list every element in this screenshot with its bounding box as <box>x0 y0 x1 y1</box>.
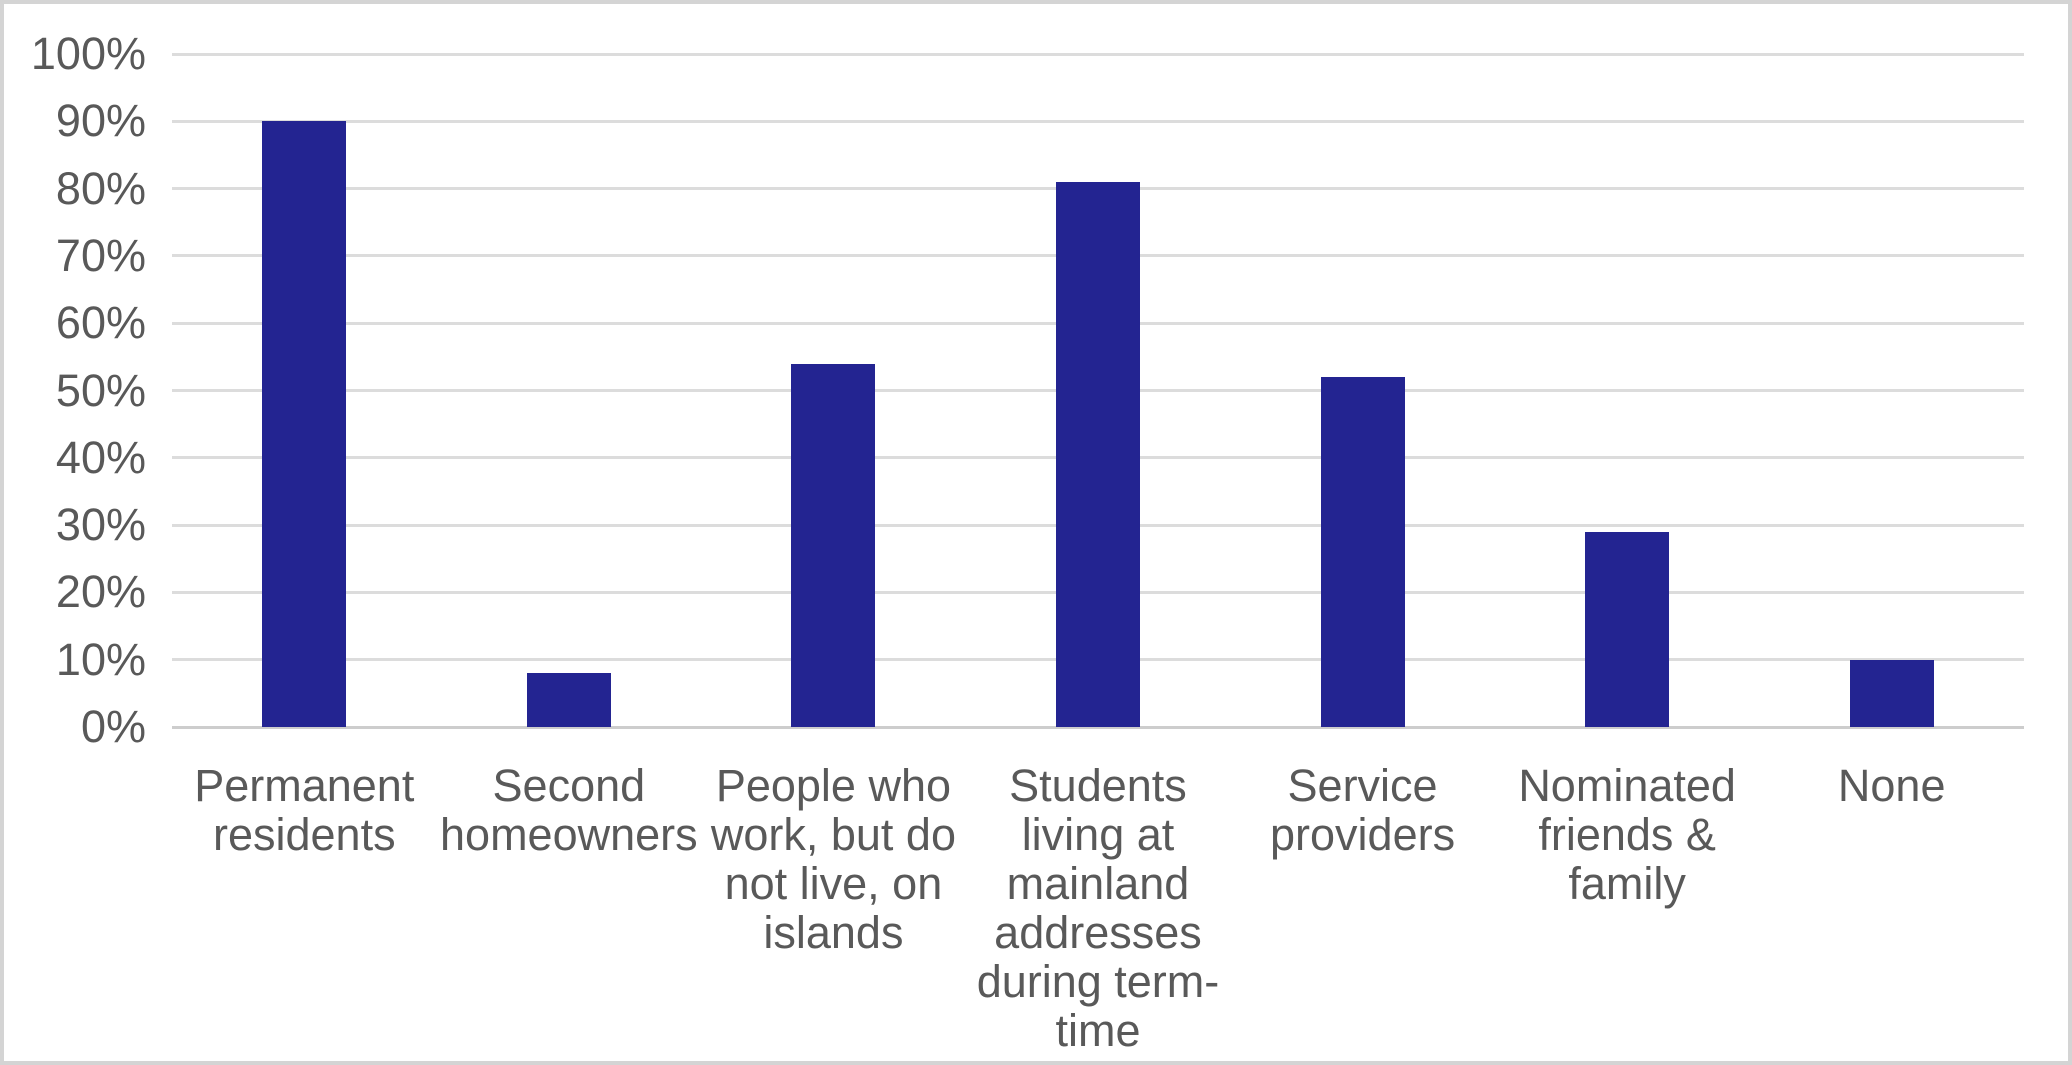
bar <box>1849 659 1934 727</box>
x-category-label: Service providers <box>1270 760 1456 860</box>
bar <box>262 121 347 727</box>
plot-area: 0% 10% 20% 30% 40% 50% 60% 70% 80% 90% 100% Permane… <box>4 4 2068 1061</box>
bar <box>1056 181 1140 727</box>
gridline <box>172 52 2024 56</box>
y-tick-label: 20% <box>55 566 146 618</box>
y-tick-label: 0% <box>80 701 146 752</box>
y-tick-label: 40% <box>55 431 146 483</box>
y-tick-label: 10% <box>55 633 146 685</box>
bar <box>791 363 876 727</box>
bar <box>1320 377 1405 727</box>
y-tick-label: 80% <box>55 162 146 214</box>
bar <box>526 673 611 727</box>
y-tick-label: 90% <box>55 95 146 147</box>
y-tick-label: 100% <box>30 28 146 79</box>
x-category-label: Second homeowners <box>440 760 698 860</box>
x-category-label: None <box>1837 760 1946 811</box>
y-tick-label: 50% <box>55 364 146 416</box>
x-category-label: People who work, but do not live, on isl… <box>710 760 956 958</box>
y-tick-label: 30% <box>55 499 146 551</box>
y-tick-label: 60% <box>55 297 146 349</box>
x-category-label: Students living at mainland addresses du… <box>976 760 1220 1056</box>
x-category-label: Permanent residents <box>194 760 415 860</box>
x-axis-line <box>172 725 2024 729</box>
y-tick-label: 70% <box>55 229 146 281</box>
gridline <box>172 119 2024 123</box>
x-category-label: Nominated friends & family <box>1518 760 1736 909</box>
bar <box>1585 531 1670 727</box>
